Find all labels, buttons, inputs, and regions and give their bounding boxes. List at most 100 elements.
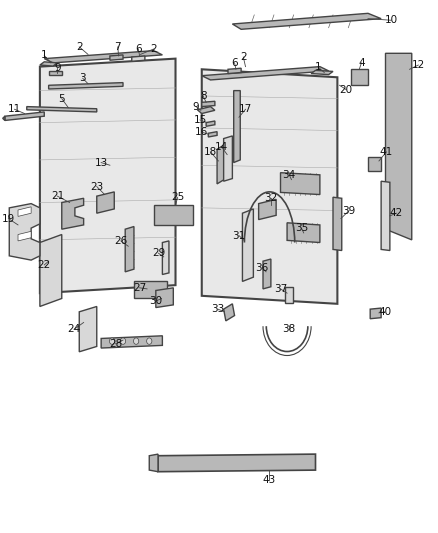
Polygon shape (224, 304, 235, 321)
Polygon shape (208, 132, 217, 137)
Polygon shape (49, 83, 123, 89)
Polygon shape (243, 209, 253, 281)
Polygon shape (285, 287, 293, 303)
Polygon shape (40, 59, 176, 293)
Text: 9: 9 (54, 63, 61, 73)
Text: 25: 25 (171, 192, 184, 202)
Text: 34: 34 (283, 170, 296, 180)
Text: 29: 29 (152, 248, 165, 258)
Text: 35: 35 (295, 223, 308, 233)
Text: 21: 21 (51, 191, 64, 201)
Circle shape (134, 338, 139, 344)
Circle shape (110, 338, 115, 344)
Polygon shape (27, 107, 97, 112)
Polygon shape (101, 336, 162, 348)
Text: 19: 19 (2, 214, 15, 223)
Text: 7: 7 (114, 42, 121, 52)
Text: 39: 39 (343, 206, 356, 215)
Polygon shape (368, 157, 381, 171)
Text: 26: 26 (114, 236, 127, 246)
Polygon shape (258, 199, 276, 220)
Text: 40: 40 (378, 307, 391, 317)
Polygon shape (311, 70, 333, 75)
Text: 28: 28 (109, 339, 122, 349)
Circle shape (120, 338, 126, 344)
Text: 9: 9 (193, 102, 199, 111)
Polygon shape (280, 173, 320, 195)
Text: 2: 2 (150, 44, 157, 54)
Text: 32: 32 (264, 193, 278, 203)
Polygon shape (162, 241, 169, 274)
Text: 38: 38 (283, 325, 296, 334)
Text: 36: 36 (255, 263, 269, 272)
Polygon shape (156, 288, 173, 308)
Polygon shape (154, 205, 193, 225)
Polygon shape (9, 204, 40, 260)
Polygon shape (132, 56, 145, 61)
Polygon shape (233, 13, 381, 29)
Polygon shape (381, 181, 390, 251)
Polygon shape (202, 69, 337, 304)
Polygon shape (333, 197, 342, 251)
Text: 33: 33 (211, 304, 225, 314)
Text: 18: 18 (204, 147, 217, 157)
Polygon shape (198, 107, 215, 114)
Polygon shape (217, 144, 226, 184)
Polygon shape (110, 55, 123, 60)
Text: 31: 31 (232, 231, 246, 240)
Text: 3: 3 (79, 74, 86, 83)
Polygon shape (385, 53, 412, 240)
Text: 2: 2 (76, 42, 83, 52)
Circle shape (147, 338, 152, 344)
Text: 14: 14 (215, 142, 228, 151)
Polygon shape (134, 281, 167, 298)
Text: 4: 4 (358, 58, 365, 68)
Polygon shape (18, 207, 31, 216)
Text: 8: 8 (200, 91, 206, 101)
Polygon shape (202, 67, 328, 80)
Text: 6: 6 (135, 44, 141, 54)
Text: 23: 23 (90, 182, 103, 191)
Text: 15: 15 (194, 115, 207, 125)
Polygon shape (79, 306, 97, 352)
Polygon shape (18, 231, 31, 241)
Polygon shape (3, 116, 5, 120)
Polygon shape (234, 91, 240, 163)
Polygon shape (125, 227, 134, 272)
Text: 10: 10 (385, 15, 398, 25)
Text: 11: 11 (8, 104, 21, 114)
Text: 42: 42 (390, 208, 403, 218)
Text: 6: 6 (231, 58, 238, 68)
Polygon shape (62, 198, 84, 229)
Text: 1: 1 (314, 62, 321, 71)
Polygon shape (5, 112, 44, 120)
Text: 41: 41 (380, 147, 393, 157)
Polygon shape (370, 308, 381, 319)
Text: 17: 17 (239, 104, 252, 114)
Polygon shape (206, 121, 215, 126)
Polygon shape (40, 235, 62, 306)
Text: 43: 43 (262, 475, 276, 484)
Text: 22: 22 (38, 260, 51, 270)
Text: 37: 37 (274, 284, 287, 294)
Text: 2: 2 (240, 52, 247, 62)
Polygon shape (97, 192, 114, 213)
Polygon shape (350, 69, 368, 85)
Polygon shape (44, 51, 162, 63)
Polygon shape (49, 71, 62, 75)
Text: 5: 5 (58, 94, 65, 103)
Polygon shape (202, 101, 215, 107)
Polygon shape (263, 259, 271, 289)
Polygon shape (158, 454, 315, 472)
Polygon shape (287, 223, 320, 243)
Polygon shape (228, 68, 241, 74)
Text: 16: 16 (195, 127, 208, 137)
Text: 24: 24 (67, 325, 81, 334)
Text: 12: 12 (412, 60, 425, 70)
Text: 30: 30 (149, 296, 162, 306)
Text: 27: 27 (133, 283, 146, 293)
Polygon shape (224, 136, 233, 181)
Text: 13: 13 (95, 158, 108, 167)
Polygon shape (149, 454, 158, 472)
Text: 1: 1 (41, 51, 48, 60)
